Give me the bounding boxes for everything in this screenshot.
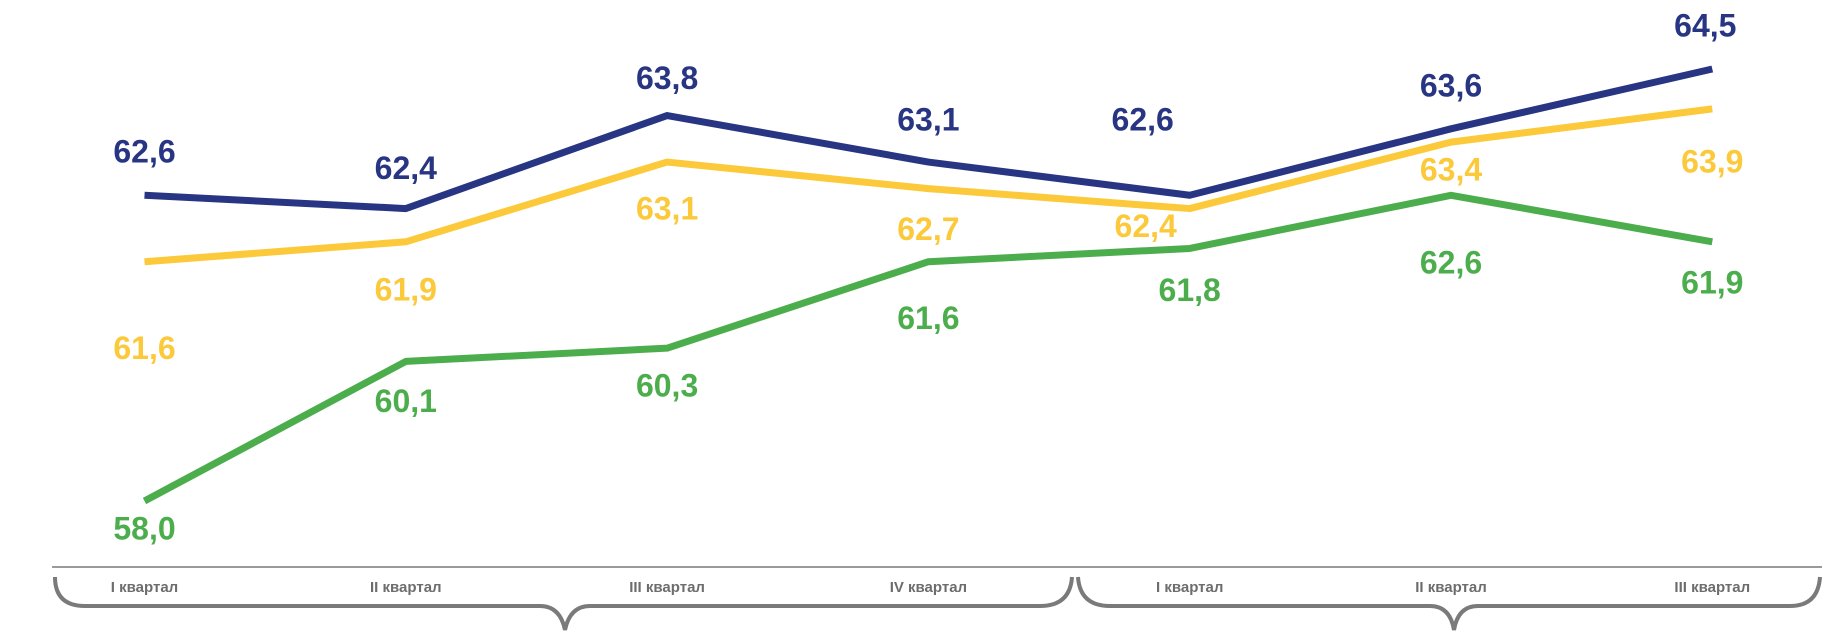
data-label: 61,9 <box>1681 264 1743 300</box>
data-label: 61,6 <box>113 330 175 366</box>
data-label: 62,4 <box>375 150 437 186</box>
data-label: 62,6 <box>113 134 175 170</box>
data-label: 63,8 <box>636 60 698 96</box>
x-tick-label: II квартал <box>370 579 442 596</box>
series-line <box>144 105 1713 266</box>
data-label: 63,4 <box>1420 152 1482 188</box>
data-label: 62,6 <box>1420 245 1482 281</box>
x-tick-label: I квартал <box>111 579 178 596</box>
series-line <box>144 65 1714 213</box>
x-tick-label: III квартал <box>1674 579 1750 596</box>
group-brace <box>1076 576 1822 631</box>
data-label: 58,0 <box>113 510 175 546</box>
data-label: 63,9 <box>1681 143 1743 179</box>
x-tick-label: IV квартал <box>890 579 967 596</box>
series-line <box>142 191 1713 505</box>
x-tick-label: I квартал <box>1156 579 1223 596</box>
data-label: 63,1 <box>636 190 698 226</box>
data-label: 61,9 <box>375 271 437 307</box>
data-label: 60,1 <box>375 383 437 419</box>
data-label: 62,6 <box>1112 102 1174 138</box>
data-label: 61,6 <box>897 300 959 336</box>
data-label: 62,4 <box>1115 208 1177 244</box>
data-label: 61,8 <box>1159 272 1221 308</box>
data-label: 62,7 <box>897 211 959 247</box>
data-label: 63,1 <box>897 101 959 137</box>
data-label: 64,5 <box>1674 7 1736 43</box>
group-brace <box>53 576 1074 631</box>
data-label: 60,3 <box>636 368 698 404</box>
data-label: 63,6 <box>1420 67 1482 103</box>
x-tick-label: II квартал <box>1415 579 1487 596</box>
x-tick-label: III квартал <box>629 579 705 596</box>
